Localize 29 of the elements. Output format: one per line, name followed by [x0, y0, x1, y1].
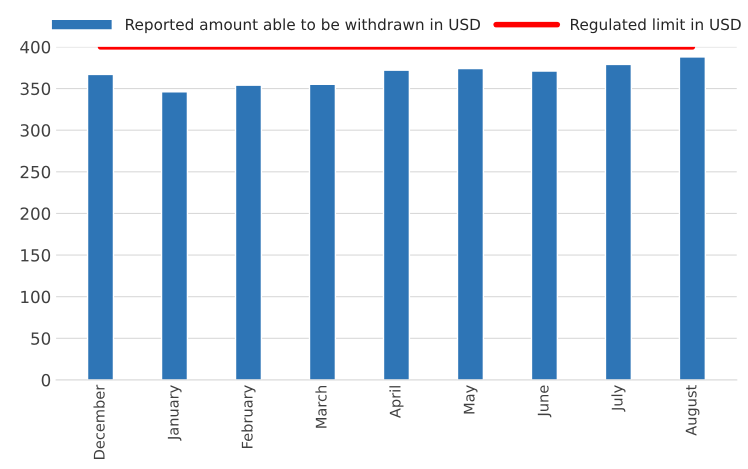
y-tick-label: 50 — [31, 332, 50, 345]
y-tick-label: 400 — [20, 40, 50, 54]
bar — [234, 84, 262, 380]
x-tick-label: January — [168, 385, 182, 441]
bar — [160, 91, 188, 380]
x-tick-label: August — [686, 385, 700, 436]
y-tick-label: 200 — [20, 207, 50, 220]
bar — [530, 70, 558, 380]
bar — [678, 56, 706, 380]
x-tick-label: July — [611, 385, 626, 412]
x-tick-label: June — [538, 386, 552, 418]
legend-label: Reported amount able to be withdrawn in USD — [126, 18, 480, 34]
x-tick-label: February — [241, 385, 256, 448]
x-tick-label: May — [464, 385, 478, 414]
y-tick-label: 0 — [42, 374, 50, 386]
y-tick-label: 250 — [20, 166, 50, 178]
legend-label: Regulated limit in USD — [571, 18, 741, 34]
bar — [604, 64, 632, 380]
y-tick-label: 100 — [21, 290, 50, 304]
bar — [382, 70, 410, 380]
y-tick-label: 350 — [20, 82, 50, 96]
x-tick-label: December — [93, 384, 105, 459]
x-tick-label: March — [315, 386, 327, 428]
y-tick-label: 300 — [20, 124, 50, 137]
bar — [86, 74, 114, 380]
bar — [456, 68, 484, 380]
x-tick-label: April — [389, 386, 404, 418]
y-tick-label: 150 — [21, 248, 50, 262]
bar — [308, 84, 336, 380]
